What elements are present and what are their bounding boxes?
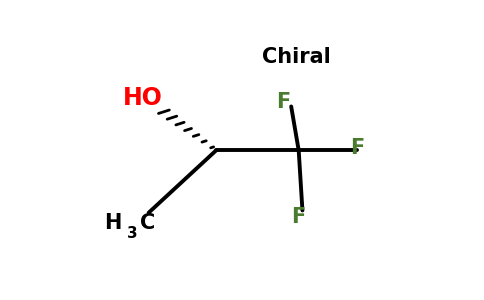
Text: Chiral: Chiral (262, 47, 331, 67)
Text: H: H (104, 213, 121, 233)
Text: C: C (140, 213, 156, 233)
Text: F: F (350, 138, 364, 158)
Text: F: F (276, 92, 291, 112)
Text: HO: HO (123, 86, 163, 110)
Text: 3: 3 (127, 226, 137, 241)
Text: F: F (291, 207, 306, 227)
